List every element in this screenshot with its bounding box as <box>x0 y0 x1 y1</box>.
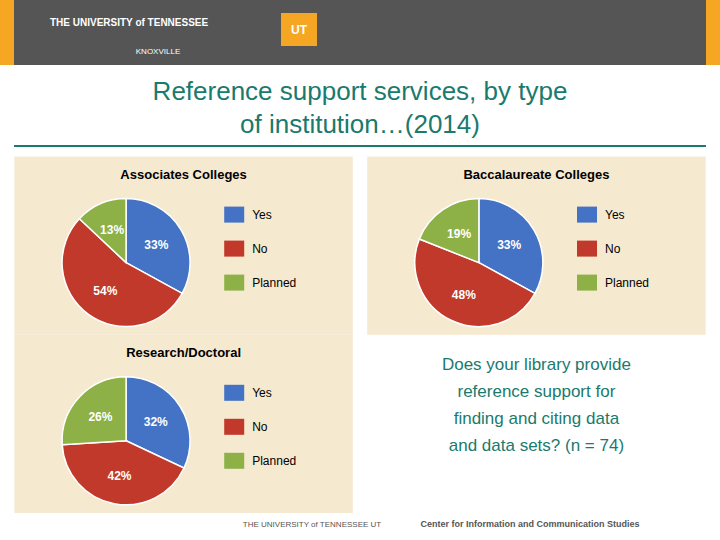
legend-label: Planned <box>605 276 649 290</box>
legend-label: Planned <box>252 454 296 468</box>
data-label: 48% <box>452 288 476 302</box>
pie-slices <box>415 199 543 327</box>
legend-label: No <box>252 242 268 256</box>
pie-panel: Associates Colleges 33% 54% 13% Yes No Planned <box>14 157 352 335</box>
pie-title: Research/Doctoral <box>126 345 241 360</box>
legend: Yes No Planned <box>224 385 296 469</box>
pie-title: Associates Colleges <box>120 167 246 182</box>
panel-background <box>14 157 352 335</box>
pie-slice <box>62 441 184 505</box>
legend-swatch <box>224 385 244 401</box>
footer-text: Center for Information and Communication… <box>420 519 639 529</box>
data-label: 33% <box>497 238 521 252</box>
chart-root: THE UNIVERSITY of TENNESSEE UT KNOXVILLE Re… <box>0 0 720 540</box>
pie-slice <box>79 199 126 263</box>
legend-swatch <box>224 207 244 223</box>
data-label: 42% <box>107 469 131 483</box>
legend: Yes No Planned <box>224 207 296 291</box>
legend-label: Yes <box>252 386 272 400</box>
data-label: 26% <box>88 410 112 424</box>
legend-swatch <box>224 275 244 291</box>
header-accent <box>0 0 14 65</box>
legend: Yes No Planned <box>577 207 649 291</box>
background <box>0 0 720 540</box>
legend-swatch <box>224 241 244 257</box>
pie-slices <box>62 199 190 327</box>
header-subtext: KNOXVILLE <box>136 47 180 56</box>
legend-swatch <box>577 241 597 257</box>
header-bar <box>0 0 720 65</box>
header-logo-text: UT <box>291 23 308 37</box>
data-label: 54% <box>93 284 117 298</box>
legend-label: Yes <box>605 208 625 222</box>
legend-label: Yes <box>252 208 272 222</box>
pie-panel: Research/Doctoral 32% 42% 26% Yes No Planned <box>14 335 352 513</box>
legend-label: No <box>605 242 621 256</box>
text-block: Does your library providereference suppo… <box>442 355 631 455</box>
pie-title: Baccalaureate Colleges <box>463 167 609 182</box>
panel-background <box>14 335 352 513</box>
header-accent <box>706 0 720 65</box>
legend-swatch <box>577 207 597 223</box>
data-label: 32% <box>144 415 168 429</box>
header-text: THE UNIVERSITY of TENNESSEE <box>50 17 209 28</box>
legend-swatch <box>577 275 597 291</box>
pie-slice <box>62 219 182 327</box>
legend-swatch <box>224 419 244 435</box>
footer-logo-text: THE UNIVERSITY of TENNESSEE UT <box>243 520 382 529</box>
legend-label: No <box>252 420 268 434</box>
legend-swatch <box>224 453 244 469</box>
data-label: 13% <box>100 223 124 237</box>
data-label: 19% <box>447 227 471 241</box>
title: Reference support services, by typeof in… <box>153 76 568 139</box>
data-label: 33% <box>144 238 168 252</box>
pie-slices <box>62 377 190 505</box>
legend-label: Planned <box>252 276 296 290</box>
pie-slice <box>62 377 126 445</box>
title-underline <box>14 145 706 147</box>
header-logo <box>281 13 317 46</box>
panel-background <box>367 157 705 335</box>
pie-slice <box>419 199 479 263</box>
pie-panel: Baccalaureate Colleges 33% 48% 19% Yes No Plan… <box>367 157 705 335</box>
